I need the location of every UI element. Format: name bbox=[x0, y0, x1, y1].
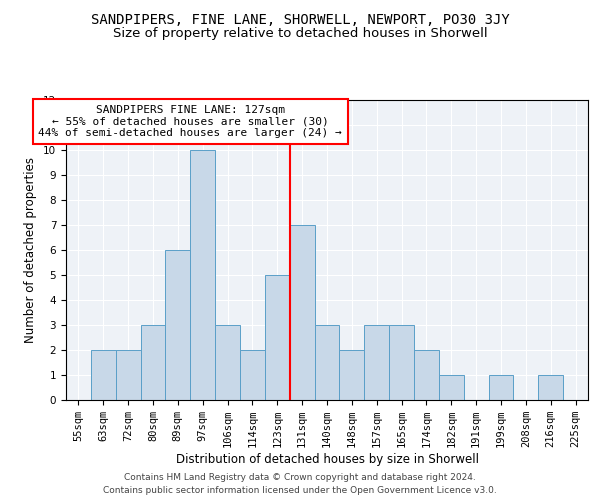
Bar bbox=[91, 350, 116, 400]
Bar bbox=[488, 375, 514, 400]
Text: Contains HM Land Registry data © Crown copyright and database right 2024.
Contai: Contains HM Land Registry data © Crown c… bbox=[103, 474, 497, 495]
Bar bbox=[215, 325, 240, 400]
Bar bbox=[116, 350, 140, 400]
Bar bbox=[265, 275, 290, 400]
Bar bbox=[166, 250, 190, 400]
Bar bbox=[190, 150, 215, 400]
Bar bbox=[414, 350, 439, 400]
Bar bbox=[340, 350, 364, 400]
Bar bbox=[538, 375, 563, 400]
Text: SANDPIPERS, FINE LANE, SHORWELL, NEWPORT, PO30 3JY: SANDPIPERS, FINE LANE, SHORWELL, NEWPORT… bbox=[91, 12, 509, 26]
Text: SANDPIPERS FINE LANE: 127sqm
← 55% of detached houses are smaller (30)
44% of se: SANDPIPERS FINE LANE: 127sqm ← 55% of de… bbox=[38, 105, 342, 138]
Bar bbox=[314, 325, 340, 400]
Text: Size of property relative to detached houses in Shorwell: Size of property relative to detached ho… bbox=[113, 28, 487, 40]
Y-axis label: Number of detached properties: Number of detached properties bbox=[25, 157, 37, 343]
Bar bbox=[140, 325, 166, 400]
Bar bbox=[389, 325, 414, 400]
Bar bbox=[439, 375, 464, 400]
Bar bbox=[364, 325, 389, 400]
Bar bbox=[290, 225, 314, 400]
Bar bbox=[240, 350, 265, 400]
X-axis label: Distribution of detached houses by size in Shorwell: Distribution of detached houses by size … bbox=[176, 453, 479, 466]
